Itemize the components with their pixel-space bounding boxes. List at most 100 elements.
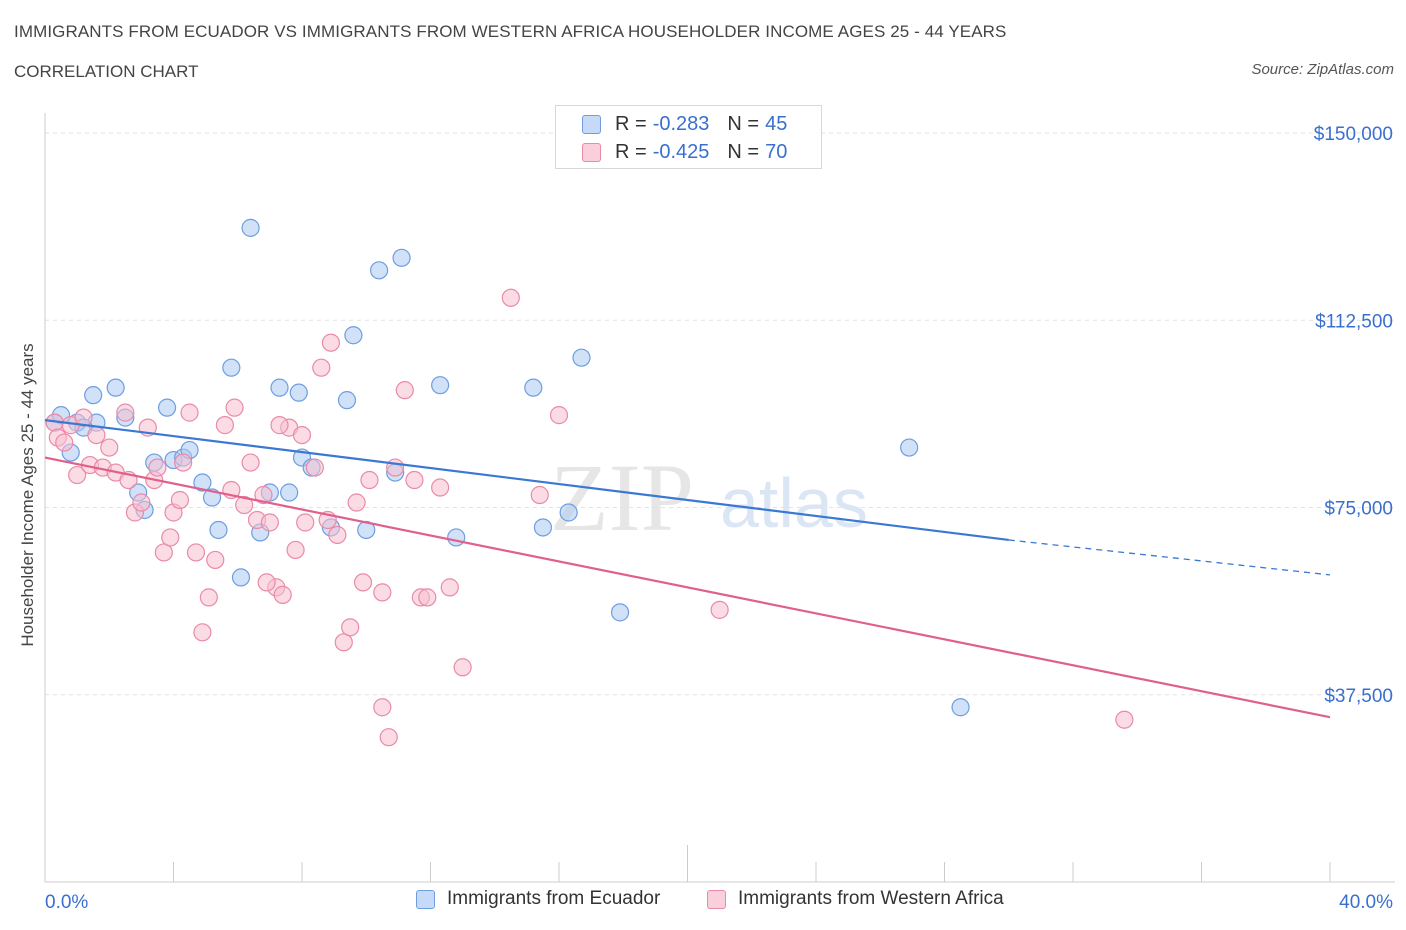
r-label: R = xyxy=(615,112,647,135)
stats-row-western-africa: R = -0.425 N = 70 xyxy=(582,139,787,165)
data-point xyxy=(74,408,93,427)
data-point xyxy=(321,333,341,352)
data-point xyxy=(106,378,125,397)
data-point xyxy=(231,568,251,587)
data-point xyxy=(379,728,398,747)
western-africa-legend-swatch xyxy=(707,889,726,909)
data-point xyxy=(347,493,366,512)
trend-line-ecuador xyxy=(44,419,1009,542)
data-point xyxy=(296,513,315,532)
data-point xyxy=(559,503,578,522)
data-point xyxy=(418,588,437,607)
data-point xyxy=(951,698,970,717)
data-point xyxy=(360,470,379,490)
legend-label-ecuador: Immigrants from Ecuador xyxy=(447,888,661,909)
data-point xyxy=(280,483,299,502)
n-label: N = xyxy=(727,112,760,135)
data-point xyxy=(533,518,553,537)
data-point xyxy=(206,550,225,570)
data-point xyxy=(254,485,273,505)
data-point xyxy=(370,261,389,280)
trend-layer xyxy=(44,419,1331,719)
western-africa-swatch xyxy=(582,142,601,162)
data-point xyxy=(440,578,459,597)
data-point xyxy=(270,378,289,397)
data-point xyxy=(193,473,212,492)
data-point xyxy=(161,528,180,547)
data-point xyxy=(170,490,190,510)
data-point xyxy=(235,495,254,515)
data-point xyxy=(55,433,74,452)
trend-line-western-africa xyxy=(44,456,1331,719)
data-point xyxy=(373,583,392,602)
data-point xyxy=(193,623,212,642)
source-note: Source: ZipAtlas.com xyxy=(1251,61,1394,78)
data-point xyxy=(286,540,305,560)
x-tick-label: 40.0% xyxy=(1339,892,1393,913)
data-point xyxy=(530,485,549,505)
data-point xyxy=(549,406,569,425)
legend-item-ecuador[interactable]: Immigrants from Ecuador xyxy=(416,888,660,910)
data-point xyxy=(225,398,244,417)
data-point xyxy=(431,478,450,497)
data-point xyxy=(241,453,260,472)
data-point xyxy=(312,358,331,377)
data-point xyxy=(710,600,729,619)
data-point xyxy=(132,493,151,512)
data-point xyxy=(148,458,167,477)
stats-row-ecuador: R = -0.283 N = 45 xyxy=(582,111,787,137)
data-point xyxy=(373,698,392,717)
data-point xyxy=(273,585,292,604)
data-point xyxy=(305,458,324,477)
data-point xyxy=(157,398,177,417)
data-point xyxy=(180,403,199,422)
stats-legend: R = -0.283 N = 45 R = -0.425 N = 70 xyxy=(555,105,822,169)
r-value: -0.425 xyxy=(652,140,710,163)
data-point xyxy=(334,633,353,652)
r-label: R = xyxy=(615,140,647,163)
data-point xyxy=(289,383,308,402)
x-tick-label: 0.0% xyxy=(45,892,88,913)
data-point xyxy=(337,391,357,410)
data-point xyxy=(292,425,312,445)
data-point xyxy=(453,658,472,677)
data-point xyxy=(524,378,543,397)
data-point xyxy=(84,386,103,405)
data-point xyxy=(353,573,373,592)
legend-item-western-africa[interactable]: Immigrants from Western Africa xyxy=(707,888,1004,910)
data-point xyxy=(154,543,173,562)
ecuador-swatch xyxy=(582,114,601,134)
r-value: -0.283 xyxy=(652,112,710,135)
y-tick-label: $37,500 xyxy=(1324,686,1393,707)
data-point xyxy=(501,288,520,307)
series-ecuador xyxy=(45,218,970,717)
data-point xyxy=(87,425,106,445)
series-layer xyxy=(45,218,1134,747)
y-tick-label: $112,500 xyxy=(1315,311,1393,332)
data-point xyxy=(100,438,119,457)
legend-label-western-africa: Immigrants from Western Africa xyxy=(738,888,1004,909)
data-point xyxy=(405,470,424,490)
data-point xyxy=(116,403,135,422)
data-point xyxy=(257,573,276,592)
y-tick-label: $150,000 xyxy=(1314,124,1393,145)
data-point xyxy=(610,603,630,622)
n-value: 70 xyxy=(765,140,788,163)
y-axis-label: Householder Income Ages 25 - 44 years xyxy=(18,343,37,647)
data-point xyxy=(209,520,228,540)
data-point xyxy=(68,465,87,485)
data-point xyxy=(341,618,360,637)
data-point xyxy=(395,381,414,400)
trend-extension-ecuador xyxy=(1008,539,1331,576)
data-point xyxy=(572,348,591,367)
data-point xyxy=(174,453,193,472)
data-point xyxy=(386,458,405,477)
y-tick-label: $75,000 xyxy=(1324,499,1393,520)
data-point xyxy=(270,416,289,435)
chart-subtitle: CORRELATION CHART xyxy=(14,62,199,81)
data-point xyxy=(186,543,206,562)
data-point xyxy=(215,416,234,435)
data-point xyxy=(431,376,450,395)
data-point xyxy=(392,248,411,267)
